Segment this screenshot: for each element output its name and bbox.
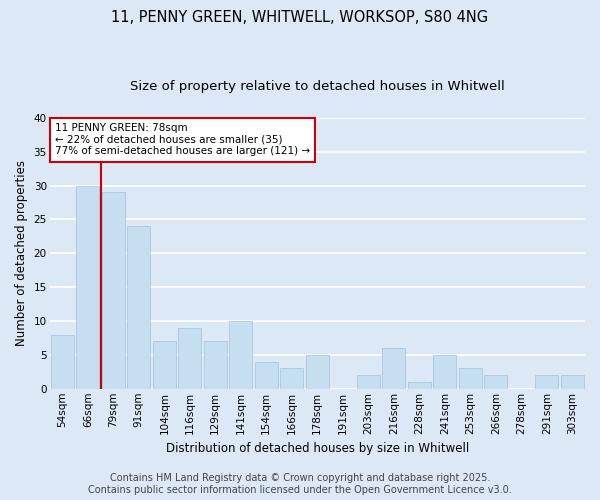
X-axis label: Distribution of detached houses by size in Whitwell: Distribution of detached houses by size … [166,442,469,455]
Text: 11 PENNY GREEN: 78sqm
← 22% of detached houses are smaller (35)
77% of semi-deta: 11 PENNY GREEN: 78sqm ← 22% of detached … [55,123,310,156]
Bar [357,375,380,389]
Title: Size of property relative to detached houses in Whitwell: Size of property relative to detached ho… [130,80,505,93]
Bar [280,368,303,389]
Text: Contains HM Land Registry data © Crown copyright and database right 2025.
Contai: Contains HM Land Registry data © Crown c… [88,474,512,495]
Y-axis label: Number of detached properties: Number of detached properties [15,160,28,346]
Bar [433,355,456,389]
Bar [127,226,150,389]
Bar [561,375,584,389]
Bar [229,321,252,389]
Bar [408,382,431,389]
Bar [255,362,278,389]
Bar [382,348,405,389]
Text: 11, PENNY GREEN, WHITWELL, WORKSOP, S80 4NG: 11, PENNY GREEN, WHITWELL, WORKSOP, S80 … [112,10,488,25]
Bar [484,375,507,389]
Bar [459,368,482,389]
Bar [76,186,100,389]
Bar [51,334,74,389]
Bar [204,342,227,389]
Bar [153,342,176,389]
Bar [178,328,201,389]
Bar [306,355,329,389]
Bar [102,192,125,389]
Bar [535,375,558,389]
